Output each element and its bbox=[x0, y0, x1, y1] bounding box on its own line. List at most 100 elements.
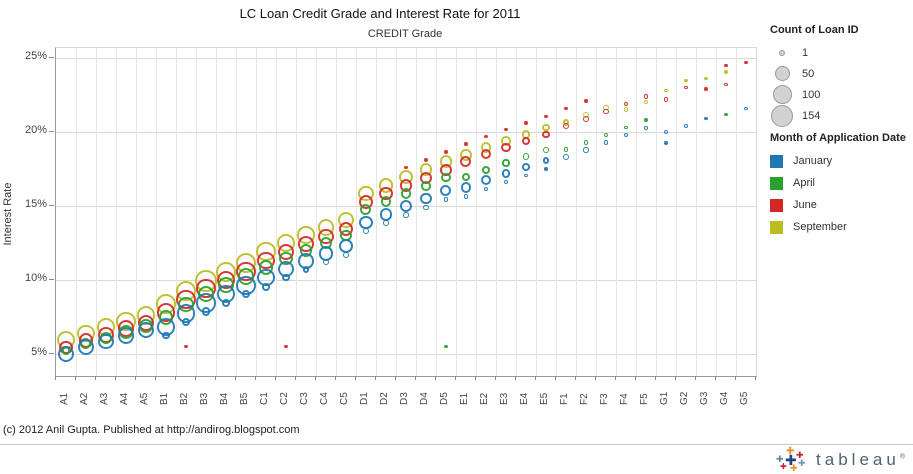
bubble-january-B2[interactable] bbox=[181, 318, 191, 327]
tableau-logo[interactable]: ✚ ✚ ✚ ✚ ✚ ✚ ✚ tableau® bbox=[776, 447, 905, 473]
bubble-january-B5[interactable] bbox=[241, 289, 251, 299]
bubble-january-A4[interactable] bbox=[117, 327, 135, 344]
bubble-september-G1[interactable] bbox=[664, 88, 668, 93]
bubble-january-A5[interactable] bbox=[137, 321, 155, 338]
bubble-january-E1[interactable] bbox=[463, 194, 469, 199]
bubble-june-E1[interactable] bbox=[460, 156, 472, 168]
bubble-june-D3[interactable] bbox=[404, 165, 408, 170]
bubble-january-D2[interactable] bbox=[383, 220, 389, 226]
bubble-january-C2[interactable] bbox=[282, 274, 290, 282]
bubble-january-E5[interactable] bbox=[542, 156, 550, 164]
bubble-september-F5[interactable] bbox=[643, 99, 649, 104]
color-legend-item-january[interactable]: January bbox=[770, 150, 913, 172]
bubble-april-G4[interactable] bbox=[724, 112, 728, 116]
bubble-april-F3[interactable] bbox=[604, 133, 608, 137]
bubble-june-E3[interactable] bbox=[504, 128, 508, 132]
bubble-january-E3[interactable] bbox=[501, 169, 511, 178]
bubble-april-D4[interactable] bbox=[421, 181, 431, 191]
bubble-january-D1[interactable] bbox=[359, 215, 373, 229]
bubble-april-E3[interactable] bbox=[502, 159, 510, 167]
bubble-september-G2[interactable] bbox=[684, 78, 688, 82]
bubble-june-G2[interactable] bbox=[684, 85, 688, 90]
bubble-june-B2[interactable] bbox=[184, 344, 188, 349]
bubble-january-B3[interactable] bbox=[201, 307, 211, 317]
bubble-january-B1[interactable] bbox=[162, 331, 170, 340]
bubble-april-F2[interactable] bbox=[583, 140, 589, 145]
bubble-january-D4[interactable] bbox=[423, 204, 429, 211]
bubble-june-F3[interactable] bbox=[603, 108, 609, 114]
bubble-june-G5[interactable] bbox=[744, 60, 748, 65]
bubble-june-E4[interactable] bbox=[524, 121, 528, 125]
bubble-april-D2[interactable] bbox=[380, 196, 392, 207]
size-legend-item[interactable]: 154 bbox=[770, 104, 910, 127]
bubble-january-F3[interactable] bbox=[603, 139, 609, 145]
bubble-january-E3[interactable] bbox=[504, 180, 508, 185]
bubble-june-G4[interactable] bbox=[724, 82, 728, 87]
size-legend-item[interactable]: 100 bbox=[770, 84, 910, 105]
bubble-january-C3[interactable] bbox=[302, 266, 310, 274]
bubble-april-F4[interactable] bbox=[624, 125, 628, 130]
color-legend-item-september[interactable]: September bbox=[770, 216, 913, 238]
bubble-june-F1[interactable] bbox=[564, 106, 568, 110]
bubble-june-F1[interactable] bbox=[562, 122, 570, 130]
bubble-april-E2[interactable] bbox=[482, 165, 490, 174]
bubble-april-F1[interactable] bbox=[563, 147, 569, 153]
bubble-june-E4[interactable] bbox=[521, 136, 531, 145]
bubble-april-D5[interactable] bbox=[444, 344, 448, 349]
bubble-april-D3[interactable] bbox=[400, 188, 412, 199]
bubble-january-E2[interactable] bbox=[481, 175, 491, 186]
bubble-june-F4[interactable] bbox=[623, 101, 629, 107]
size-legend-item[interactable]: 1 bbox=[770, 42, 910, 63]
bubble-january-D4[interactable] bbox=[420, 192, 432, 205]
bubble-january-D1[interactable] bbox=[362, 228, 369, 235]
bubble-january-F1[interactable] bbox=[562, 154, 569, 161]
bubble-january-E4[interactable] bbox=[524, 173, 528, 178]
bubble-january-C5[interactable] bbox=[342, 251, 350, 258]
bubble-june-F5[interactable] bbox=[643, 94, 649, 99]
bubble-january-D3[interactable] bbox=[399, 199, 413, 213]
bubble-april-F5[interactable] bbox=[644, 118, 648, 122]
bubble-january-C1[interactable] bbox=[262, 282, 270, 291]
bubble-january-A1[interactable] bbox=[57, 345, 75, 363]
bubble-january-E2[interactable] bbox=[483, 186, 489, 192]
bubble-january-D5[interactable] bbox=[440, 184, 452, 196]
size-legend-item[interactable]: 50 bbox=[770, 63, 910, 84]
bubble-june-D5[interactable] bbox=[444, 150, 448, 154]
bubble-june-F2[interactable] bbox=[584, 99, 588, 103]
bubble-june-E2[interactable] bbox=[484, 134, 488, 139]
bubble-january-E1[interactable] bbox=[460, 182, 472, 193]
bubble-january-D5[interactable] bbox=[443, 196, 449, 202]
bubble-january-E4[interactable] bbox=[522, 162, 530, 171]
bubble-september-G3[interactable] bbox=[704, 77, 708, 81]
bubble-january-F5[interactable] bbox=[644, 125, 648, 130]
bubble-june-E3[interactable] bbox=[501, 142, 511, 153]
bubble-january-G5[interactable] bbox=[744, 106, 748, 111]
bubble-april-E5[interactable] bbox=[543, 146, 549, 153]
plot-area[interactable] bbox=[55, 47, 757, 377]
bubble-january-G1[interactable] bbox=[664, 141, 668, 145]
bubble-june-D4[interactable] bbox=[424, 158, 428, 162]
bubble-september-E5[interactable] bbox=[542, 123, 550, 132]
bubble-june-E1[interactable] bbox=[464, 142, 468, 146]
bubble-january-E5[interactable] bbox=[544, 167, 548, 171]
bubble-april-E4[interactable] bbox=[522, 153, 530, 160]
bubble-january-D2[interactable] bbox=[379, 207, 393, 221]
color-legend-item-june[interactable]: June bbox=[770, 194, 913, 216]
bubble-june-G1[interactable] bbox=[663, 97, 669, 102]
bubble-january-G2[interactable] bbox=[684, 124, 688, 129]
bubble-june-E2[interactable] bbox=[480, 149, 492, 160]
bubble-september-F4[interactable] bbox=[623, 106, 629, 112]
bubble-june-E5[interactable] bbox=[542, 130, 550, 138]
bubble-january-F2[interactable] bbox=[583, 147, 589, 153]
bubble-april-E1[interactable] bbox=[461, 172, 471, 182]
bubble-june-E5[interactable] bbox=[544, 114, 548, 119]
bubble-april-D5[interactable] bbox=[441, 173, 451, 183]
bubble-january-G1[interactable] bbox=[663, 129, 669, 135]
bubble-june-G3[interactable] bbox=[704, 87, 708, 91]
bubble-april-D1[interactable] bbox=[360, 204, 372, 216]
bubble-january-B4[interactable] bbox=[221, 298, 231, 307]
bubble-june-F2[interactable] bbox=[583, 115, 589, 122]
bubble-january-G3[interactable] bbox=[704, 116, 708, 121]
bubble-january-A2[interactable] bbox=[77, 339, 95, 356]
bubble-june-C2[interactable] bbox=[284, 344, 288, 349]
